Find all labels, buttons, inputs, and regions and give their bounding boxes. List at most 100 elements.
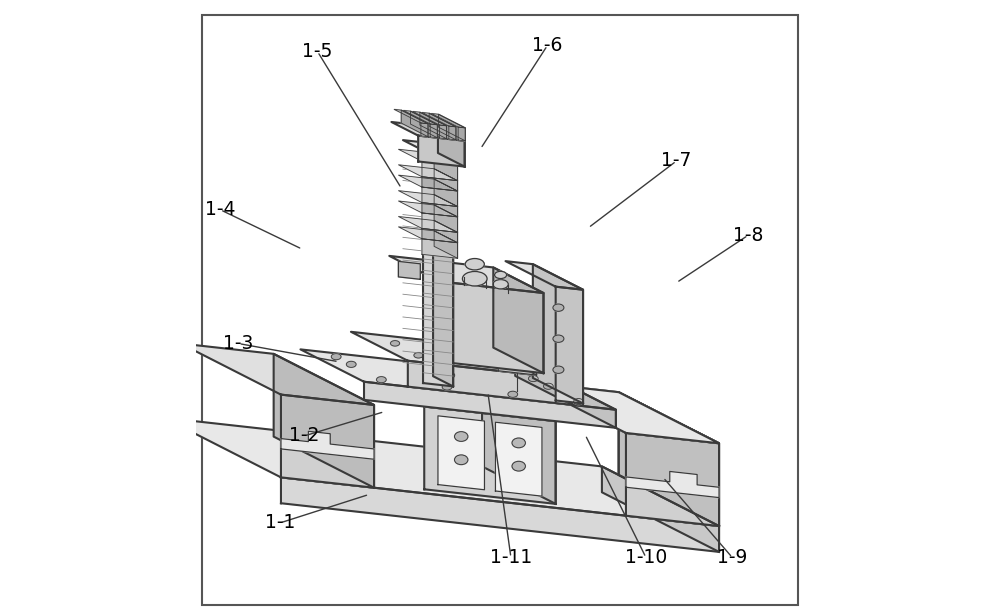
Polygon shape [434, 154, 458, 181]
Polygon shape [300, 349, 616, 410]
Polygon shape [495, 422, 542, 496]
Ellipse shape [455, 432, 468, 441]
Polygon shape [434, 179, 458, 206]
Polygon shape [422, 228, 458, 243]
Ellipse shape [544, 383, 553, 389]
Ellipse shape [512, 461, 525, 471]
Polygon shape [398, 262, 420, 279]
Polygon shape [394, 109, 428, 124]
Ellipse shape [376, 376, 386, 383]
Polygon shape [505, 261, 583, 290]
Polygon shape [493, 268, 544, 373]
Polygon shape [401, 110, 428, 137]
Polygon shape [418, 136, 465, 166]
Polygon shape [626, 433, 719, 526]
Polygon shape [434, 169, 458, 191]
Ellipse shape [442, 384, 452, 390]
Polygon shape [403, 111, 437, 125]
Polygon shape [619, 392, 719, 526]
Ellipse shape [528, 376, 538, 382]
Polygon shape [438, 114, 465, 141]
Polygon shape [422, 239, 458, 258]
Polygon shape [424, 406, 556, 504]
Ellipse shape [553, 335, 564, 343]
Text: 1-3: 1-3 [223, 334, 254, 353]
Ellipse shape [390, 341, 400, 346]
Polygon shape [468, 317, 537, 336]
Polygon shape [422, 161, 458, 181]
Polygon shape [351, 332, 572, 379]
Ellipse shape [512, 438, 525, 448]
Polygon shape [399, 191, 458, 206]
Ellipse shape [430, 365, 440, 371]
Polygon shape [429, 113, 456, 140]
Polygon shape [458, 127, 465, 141]
Polygon shape [526, 382, 719, 443]
Polygon shape [438, 416, 484, 490]
Ellipse shape [495, 271, 507, 279]
Polygon shape [449, 126, 456, 140]
Text: 1-6: 1-6 [532, 36, 563, 55]
Polygon shape [498, 332, 537, 375]
Text: 1-2: 1-2 [289, 427, 319, 446]
Polygon shape [526, 382, 719, 443]
Polygon shape [422, 213, 458, 233]
Polygon shape [403, 140, 453, 154]
Text: 1-9: 1-9 [717, 548, 748, 567]
Polygon shape [391, 122, 465, 141]
Polygon shape [482, 384, 556, 504]
Ellipse shape [462, 271, 487, 286]
Text: 1-10: 1-10 [625, 548, 667, 567]
Polygon shape [515, 350, 572, 405]
Ellipse shape [445, 372, 455, 378]
Polygon shape [434, 231, 458, 258]
Polygon shape [626, 472, 719, 497]
Ellipse shape [455, 455, 468, 465]
Ellipse shape [553, 366, 564, 373]
Ellipse shape [553, 304, 564, 311]
Polygon shape [399, 149, 458, 165]
Text: 1-4: 1-4 [205, 200, 235, 219]
Polygon shape [181, 343, 374, 405]
Ellipse shape [346, 361, 356, 367]
Text: 1-1: 1-1 [265, 513, 295, 532]
Polygon shape [422, 187, 458, 206]
Polygon shape [423, 150, 453, 386]
Polygon shape [281, 395, 374, 488]
Text: 1-8: 1-8 [733, 226, 763, 245]
Ellipse shape [500, 353, 509, 358]
Polygon shape [440, 125, 447, 139]
Ellipse shape [331, 354, 341, 360]
Polygon shape [434, 220, 458, 243]
Polygon shape [602, 467, 719, 552]
Polygon shape [439, 281, 544, 373]
Polygon shape [552, 378, 616, 428]
Polygon shape [364, 382, 616, 428]
Polygon shape [422, 203, 458, 217]
Polygon shape [506, 321, 537, 375]
Ellipse shape [508, 391, 518, 397]
Polygon shape [434, 195, 458, 217]
Polygon shape [411, 111, 437, 138]
Polygon shape [164, 418, 719, 526]
Polygon shape [438, 127, 465, 166]
Polygon shape [431, 114, 465, 128]
Polygon shape [399, 227, 458, 243]
Polygon shape [351, 369, 556, 421]
Text: 1-11: 1-11 [490, 548, 532, 567]
Polygon shape [434, 205, 458, 233]
Polygon shape [420, 112, 447, 139]
Polygon shape [399, 201, 458, 217]
Polygon shape [389, 256, 544, 293]
Polygon shape [430, 124, 437, 138]
Polygon shape [422, 112, 456, 127]
Polygon shape [619, 392, 719, 526]
Polygon shape [556, 287, 583, 403]
Polygon shape [281, 477, 719, 552]
Ellipse shape [574, 398, 583, 405]
Polygon shape [533, 264, 583, 403]
Polygon shape [281, 431, 374, 459]
Polygon shape [408, 361, 572, 405]
Polygon shape [399, 175, 458, 191]
Polygon shape [422, 177, 458, 191]
